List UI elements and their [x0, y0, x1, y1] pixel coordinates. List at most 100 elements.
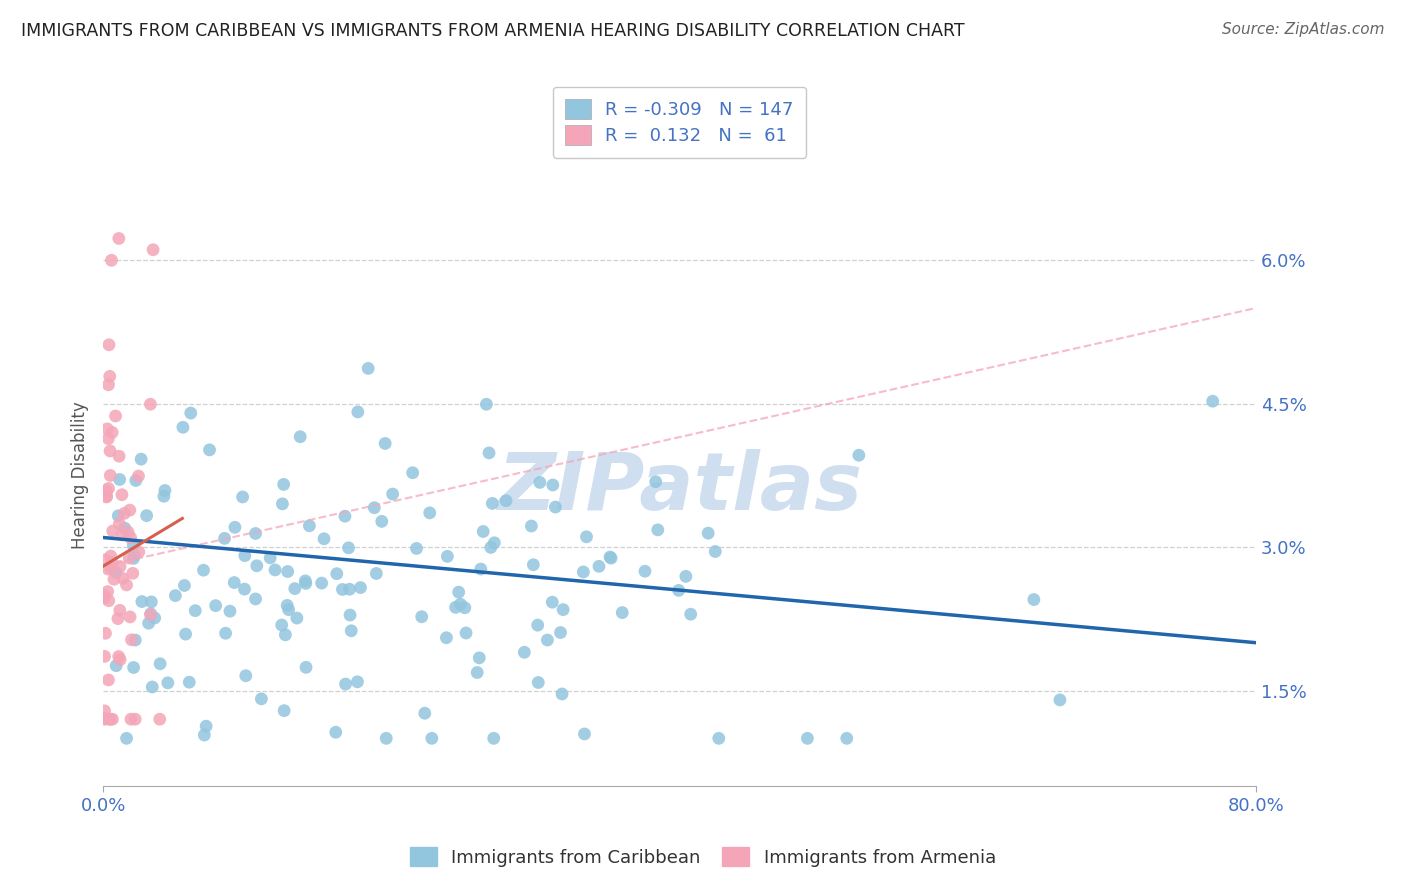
- Point: [375, 731, 398, 746]
- Point: [290, 430, 312, 444]
- Point: [1022, 592, 1045, 607]
- Point: [294, 576, 316, 591]
- Point: [100, 549, 122, 563]
- Point: [366, 566, 388, 581]
- Point: [153, 483, 176, 498]
- Point: [420, 731, 443, 746]
- Point: [114, 521, 136, 535]
- Point: [101, 555, 124, 569]
- Point: [340, 624, 363, 638]
- Point: [470, 562, 492, 576]
- Point: [224, 575, 246, 590]
- Point: [97, 432, 120, 446]
- Point: [550, 625, 572, 640]
- Point: [184, 604, 207, 618]
- Point: [526, 618, 548, 632]
- Point: [371, 514, 394, 528]
- Point: [108, 603, 131, 617]
- Point: [513, 645, 536, 659]
- Point: [107, 612, 129, 626]
- Point: [419, 506, 441, 520]
- Point: [233, 549, 256, 563]
- Point: [274, 628, 297, 642]
- Point: [174, 627, 197, 641]
- Point: [541, 595, 564, 609]
- Point: [105, 658, 128, 673]
- Point: [153, 489, 176, 503]
- Point: [472, 524, 495, 539]
- Point: [198, 442, 221, 457]
- Point: [108, 652, 131, 666]
- Point: [101, 524, 124, 538]
- Point: [139, 397, 162, 411]
- Point: [541, 478, 564, 492]
- Text: IMMIGRANTS FROM CARIBBEAN VS IMMIGRANTS FROM ARMENIA HEARING DISABILITY CORRELAT: IMMIGRANTS FROM CARIBBEAN VS IMMIGRANTS …: [21, 22, 965, 40]
- Point: [180, 406, 202, 420]
- Point: [141, 680, 163, 694]
- Point: [520, 519, 543, 533]
- Point: [124, 712, 146, 726]
- Point: [108, 559, 131, 574]
- Point: [96, 483, 118, 498]
- Point: [214, 626, 236, 640]
- Legend: Immigrants from Caribbean, Immigrants from Armenia: Immigrants from Caribbean, Immigrants fr…: [402, 840, 1004, 874]
- Point: [259, 550, 281, 565]
- Point: [101, 712, 124, 726]
- Point: [111, 572, 134, 586]
- Point: [111, 488, 134, 502]
- Point: [128, 545, 150, 559]
- Point: [544, 500, 567, 514]
- Point: [112, 507, 135, 521]
- Point: [250, 691, 273, 706]
- Point: [495, 493, 517, 508]
- Point: [195, 719, 218, 733]
- Point: [264, 563, 287, 577]
- Point: [115, 731, 138, 746]
- Point: [118, 503, 141, 517]
- Point: [111, 528, 134, 542]
- Point: [94, 553, 117, 567]
- Point: [107, 508, 129, 523]
- Point: [235, 669, 257, 683]
- Point: [381, 487, 404, 501]
- Point: [141, 595, 163, 609]
- Point: [193, 563, 215, 577]
- Point: [121, 566, 143, 581]
- Point: [1201, 394, 1223, 409]
- Point: [97, 673, 120, 687]
- Point: [138, 616, 160, 631]
- Point: [98, 369, 121, 384]
- Point: [98, 338, 121, 352]
- Point: [600, 551, 623, 566]
- Point: [122, 660, 145, 674]
- Point: [332, 582, 354, 597]
- Point: [346, 674, 368, 689]
- Point: [405, 541, 427, 556]
- Point: [232, 490, 254, 504]
- Point: [475, 397, 498, 411]
- Point: [276, 599, 298, 613]
- Point: [588, 559, 610, 574]
- Point: [312, 532, 335, 546]
- Point: [93, 588, 115, 602]
- Point: [326, 566, 349, 581]
- Point: [339, 582, 361, 597]
- Point: [149, 657, 172, 671]
- Point: [468, 650, 491, 665]
- Point: [575, 530, 598, 544]
- Point: [245, 526, 267, 541]
- Legend: R = -0.309   N = 147, R =  0.132   N =  61: R = -0.309 N = 147, R = 0.132 N = 61: [553, 87, 806, 158]
- Point: [93, 649, 115, 664]
- Point: [115, 578, 138, 592]
- Point: [94, 711, 117, 725]
- Point: [527, 675, 550, 690]
- Point: [128, 469, 150, 483]
- Point: [98, 712, 121, 726]
- Point: [94, 626, 117, 640]
- Point: [105, 566, 128, 580]
- Point: [98, 468, 121, 483]
- Point: [363, 500, 385, 515]
- Point: [97, 593, 120, 607]
- Point: [522, 558, 544, 572]
- Point: [335, 677, 357, 691]
